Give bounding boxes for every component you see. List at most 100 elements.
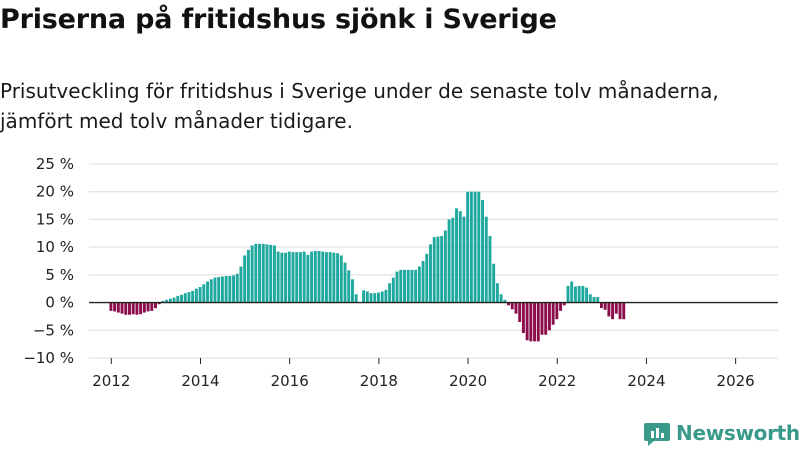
bar: [588, 294, 592, 303]
bar: [284, 252, 288, 303]
bar: [343, 262, 347, 303]
bar: [622, 302, 626, 320]
bar: [135, 302, 139, 315]
bar: [410, 269, 414, 303]
bar: [417, 266, 421, 303]
bar: [369, 293, 373, 303]
bar: [183, 293, 187, 303]
bar: [484, 216, 488, 303]
x-tick-label: 2022: [538, 372, 576, 390]
bar: [154, 302, 157, 309]
x-tick-label: 2026: [717, 372, 755, 390]
bar: [388, 283, 392, 303]
brand-name: Newsworthy: [676, 421, 800, 445]
bar: [198, 287, 202, 303]
bar: [194, 288, 198, 303]
bar: [124, 302, 128, 315]
bar: [573, 286, 577, 303]
bar: [142, 302, 146, 313]
bar: [168, 298, 172, 303]
bar-series: [109, 191, 626, 342]
bar: [302, 251, 306, 303]
bar: [395, 271, 399, 303]
bar: [391, 277, 395, 303]
x-tick-label: 2024: [627, 372, 665, 390]
bar: [362, 290, 366, 303]
bar: [403, 269, 406, 303]
bar: [380, 291, 384, 303]
newsworthy-icon: [644, 423, 670, 446]
bar: [180, 294, 183, 303]
bar: [440, 236, 444, 303]
bar: [116, 302, 120, 313]
bar: [354, 294, 358, 303]
bar: [213, 277, 217, 303]
bar: [618, 302, 622, 320]
bar: [495, 283, 499, 303]
bar: [425, 253, 429, 303]
bar: [429, 244, 432, 303]
x-tick-label: 2014: [181, 372, 219, 390]
bar: [406, 269, 410, 303]
x-tick-label: 2020: [449, 372, 487, 390]
bar: [332, 252, 336, 303]
bar: [161, 300, 165, 303]
bar: [206, 281, 209, 303]
bar: [507, 302, 510, 306]
newsworthy-logo: Newsworthy: [644, 420, 800, 446]
bar: [365, 291, 369, 303]
bar: [250, 245, 254, 303]
bar: [235, 273, 239, 303]
bar: [518, 302, 522, 322]
bar: [477, 191, 481, 303]
y-tick-label: −5 %: [33, 321, 74, 339]
bar: [339, 255, 343, 303]
x-tick-label: 2012: [92, 372, 130, 390]
bar: [287, 251, 291, 303]
bar: [157, 302, 161, 305]
bar: [217, 277, 221, 303]
bar: [276, 251, 280, 303]
y-tick-label: 0 %: [45, 294, 74, 312]
bar: [298, 252, 302, 303]
bar: [596, 297, 600, 303]
axes: 25 % 20 % 15 % 10 % 5 % 0 % −5 % −10 % 2012 2014 2…: [23, 0, 778, 390]
y-tick-label: 20 %: [36, 183, 74, 201]
bar: [321, 251, 325, 303]
bar: [295, 252, 299, 303]
bar: [328, 252, 332, 303]
bar: [481, 200, 484, 303]
bar: [324, 252, 328, 303]
bar: [503, 299, 507, 303]
bar: [269, 244, 273, 303]
bar: [562, 302, 566, 306]
bar: [529, 302, 533, 342]
bar: [202, 284, 206, 303]
bar: [131, 302, 135, 315]
bar: [128, 302, 131, 315]
bar: [603, 302, 607, 310]
bar: [458, 211, 462, 303]
bar: [280, 252, 284, 303]
bar: [581, 285, 585, 303]
bar: [187, 292, 191, 303]
bar: [488, 236, 492, 303]
bar: [551, 302, 555, 325]
bar: [336, 253, 340, 303]
bar: [377, 292, 380, 303]
last-value-annotation: −3 %: [703, 0, 741, 4]
bar: [176, 295, 180, 303]
bar: [414, 269, 418, 303]
bar: [232, 275, 235, 303]
bar: [432, 237, 436, 303]
bar: [611, 302, 615, 320]
bar: [607, 302, 611, 317]
bar: [291, 252, 295, 303]
bar: [421, 261, 425, 303]
y-tick-label: 5 %: [45, 266, 74, 284]
bar: [473, 191, 477, 303]
bar: [310, 251, 314, 303]
bar: [191, 290, 195, 303]
bar: [317, 251, 321, 303]
bar: [172, 297, 176, 303]
